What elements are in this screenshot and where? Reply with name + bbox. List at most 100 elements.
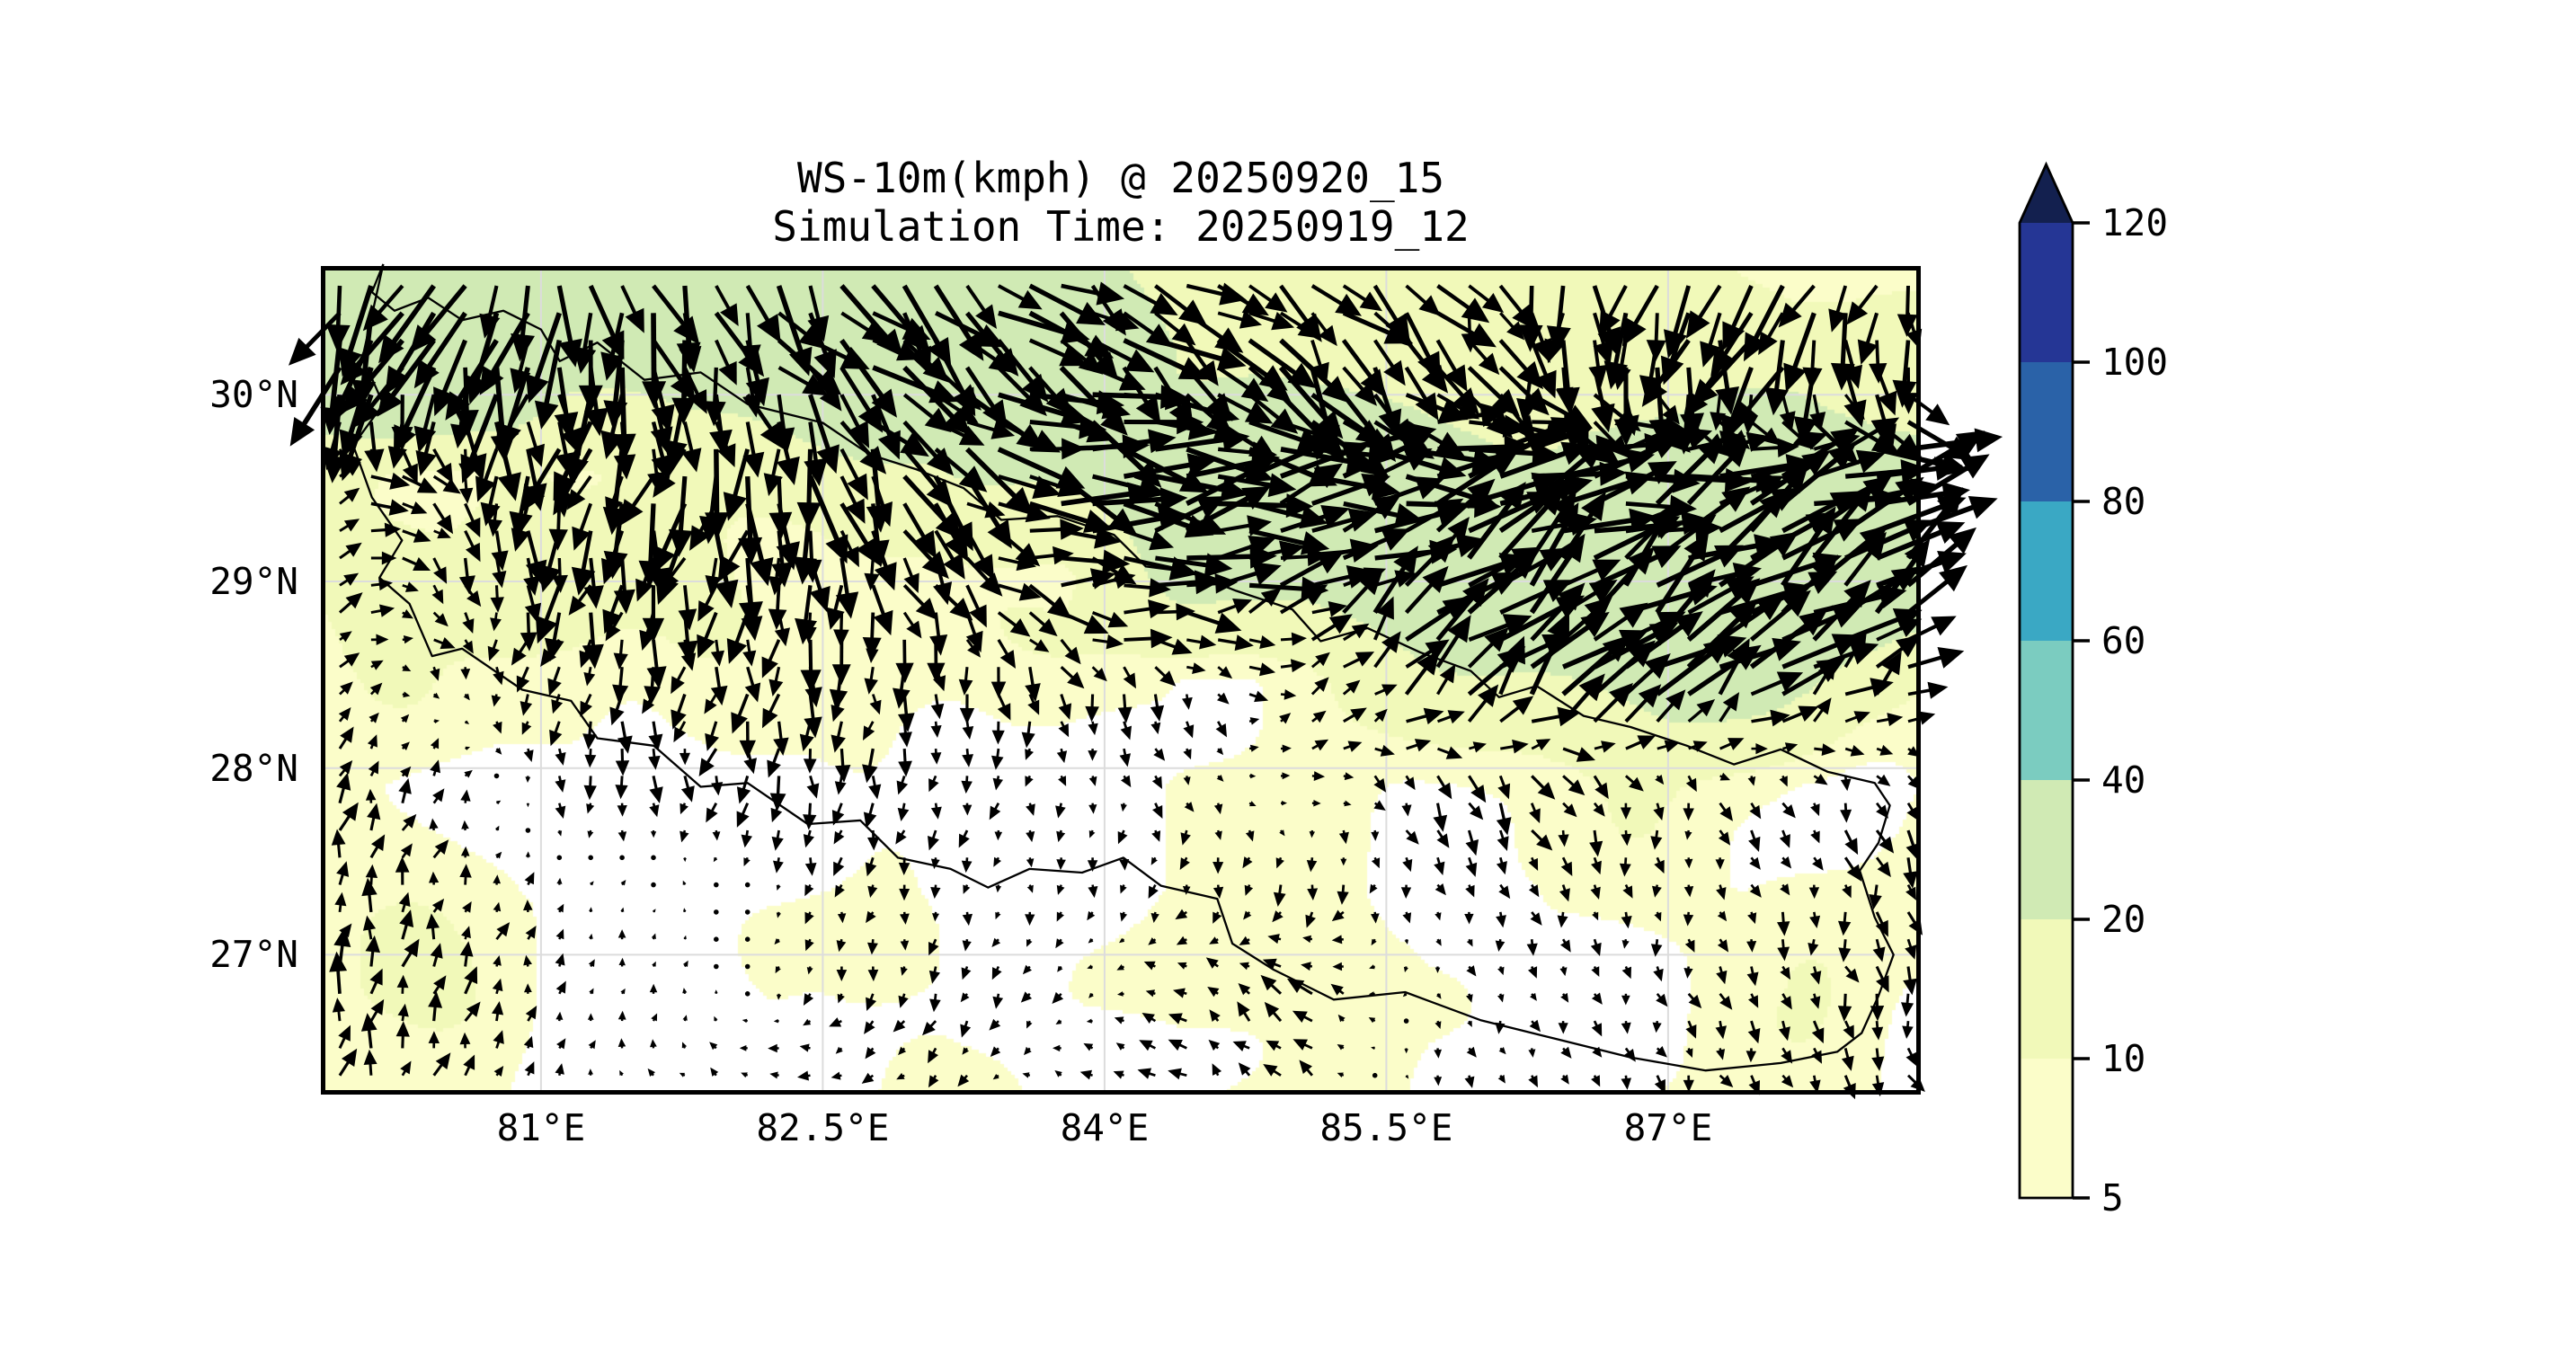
wind-arrow-head xyxy=(1115,312,1140,332)
wind-arrow-head xyxy=(555,752,566,766)
wind-arrow-head xyxy=(361,877,378,897)
wind-arrow-head xyxy=(1376,596,1394,620)
wind-arrow-head xyxy=(555,953,565,966)
wind-arrow-head xyxy=(1273,891,1286,907)
wind-arrow xyxy=(934,502,960,545)
wind-arrow-head xyxy=(710,650,724,667)
wind-arrow-head xyxy=(1811,1050,1822,1064)
wind-arrow-head xyxy=(771,836,784,851)
wind-arrow-head xyxy=(997,703,1011,721)
wind-arrow-head xyxy=(1286,978,1305,993)
wind-arrow-head xyxy=(333,927,351,947)
wind-arrow-head xyxy=(1435,883,1446,896)
wind-arrow-head xyxy=(345,592,363,609)
wind-arrow-head xyxy=(1746,971,1759,987)
wind-arrow-head xyxy=(492,978,503,992)
wind-arrow xyxy=(870,612,875,643)
wind-arrow-head xyxy=(845,498,866,524)
wind-arrow-head xyxy=(568,595,587,616)
wind-arrow xyxy=(1875,665,1895,696)
wind-arrow-head xyxy=(915,598,938,620)
wind-arrow xyxy=(1561,367,1568,392)
wind-arrow-head xyxy=(1716,1049,1726,1060)
wind-arrow-head xyxy=(1107,611,1129,628)
wind-arrow xyxy=(1124,607,1154,615)
wind-arrow-head xyxy=(1591,992,1603,1005)
wind-arrow-head xyxy=(534,400,559,430)
wind-arrow-head xyxy=(1783,362,1807,393)
wind-arrow-head xyxy=(1660,355,1684,386)
wind-arrow-head xyxy=(680,830,689,843)
wind-arrow-head xyxy=(428,1031,440,1043)
wind-arrow-head xyxy=(1896,433,1923,458)
wind-arrow-head xyxy=(463,693,470,701)
wind-arrow-head xyxy=(525,1006,537,1020)
wind-arrow xyxy=(1311,516,1357,533)
wind-arrow xyxy=(1593,652,1641,696)
wind-arrow-head xyxy=(930,858,940,870)
wind-arrow-head xyxy=(520,701,533,716)
wind-arrow xyxy=(651,421,666,463)
y-tick-label: 29°N xyxy=(209,560,298,603)
wind-arrow-head xyxy=(1495,1022,1506,1034)
wind-arrow xyxy=(1593,468,1659,506)
wind-arrow-head xyxy=(652,961,656,967)
wind-arrow-head xyxy=(1279,829,1285,837)
wind-arrow-head xyxy=(460,846,470,856)
wind-arrow xyxy=(526,612,531,637)
wind-arrow-head xyxy=(1828,308,1848,333)
wind-arrow-head xyxy=(1022,1072,1030,1078)
wind-arrow-head xyxy=(556,1038,566,1050)
wind-arrow-head xyxy=(1178,299,1207,326)
wind-arrow-head xyxy=(1872,946,1886,962)
wind-arrow-head xyxy=(1684,830,1692,840)
wind-arrow xyxy=(1123,447,1191,485)
wind-arrow-head xyxy=(893,1019,906,1033)
wind-arrow xyxy=(1688,474,1763,483)
wind-arrow xyxy=(1606,285,1628,321)
wind-arrow xyxy=(1498,284,1525,316)
wind-arrow xyxy=(494,530,502,556)
wind-arrow-head xyxy=(1217,347,1247,371)
page-title: WS-10m(kmph) @ 20250920_15 xyxy=(796,154,1445,202)
wind-arrow-head xyxy=(1648,622,1679,646)
wind-arrow xyxy=(1310,312,1329,335)
wind-arrow-head xyxy=(864,572,880,591)
wind-arrow-head xyxy=(1214,612,1242,634)
wind-arrow-head xyxy=(1301,584,1328,606)
wind-arrow xyxy=(1278,366,1331,424)
wind-arrow-head xyxy=(343,652,360,667)
wind-arrow-head xyxy=(430,943,443,959)
wind-calm-dot xyxy=(588,855,594,861)
wind-arrow-head xyxy=(1221,428,1250,452)
wind-arrow-head xyxy=(1776,671,1804,692)
wind-arrow-head xyxy=(1523,431,1554,456)
wind-arrow-head xyxy=(1242,461,1273,484)
wind-arrow-head xyxy=(1244,884,1254,896)
wind-arrow-head xyxy=(1875,919,1888,937)
wind-arrow-head xyxy=(1282,801,1287,806)
wind-arrow-head xyxy=(1621,966,1631,980)
wind-arrow-head xyxy=(1331,935,1343,944)
wind-arrow-head xyxy=(1879,744,1894,756)
wind-arrow-head xyxy=(1159,487,1188,512)
wind-calm-dot xyxy=(1403,1018,1409,1024)
wind-calm-dot xyxy=(744,991,751,997)
wind-arrow-head xyxy=(954,402,979,423)
wind-arrow-head xyxy=(1710,412,1727,431)
wind-arrow xyxy=(902,694,909,718)
wind-arrow-head xyxy=(1373,800,1386,811)
wind-arrow-head xyxy=(1148,599,1170,619)
wind-arrow-head xyxy=(1619,629,1648,652)
wind-arrow xyxy=(560,421,593,483)
wind-arrow-head xyxy=(1716,970,1728,985)
wind-arrow xyxy=(367,1026,373,1049)
wind-arrow-head xyxy=(847,473,868,501)
wind-arrow-head xyxy=(1683,914,1694,927)
wind-arrow xyxy=(807,474,841,545)
wind-arrow-head xyxy=(395,856,410,873)
wind-arrow-head xyxy=(1651,435,1681,458)
wind-arrow xyxy=(1061,491,1135,507)
wind-arrow-head xyxy=(369,968,383,986)
wind-arrow-head xyxy=(1602,634,1631,662)
